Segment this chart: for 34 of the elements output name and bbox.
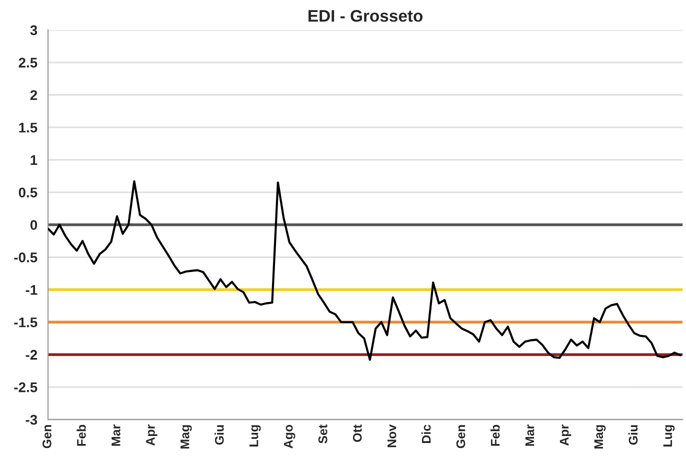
y-tick-label: -0.5 xyxy=(14,252,38,262)
y-tick-label: -2 xyxy=(26,350,38,360)
y-tick-label: 3 xyxy=(30,25,38,36)
x-tick-label: Apr xyxy=(146,424,158,446)
x-tick-label: Nov xyxy=(388,424,396,448)
x-tick-label: Lug xyxy=(663,425,675,446)
x-tick-label: Mag xyxy=(594,425,606,449)
y-tick-label: 2 xyxy=(30,90,38,100)
x-tick-label: Mar xyxy=(112,424,120,446)
y-tick-label: 0.5 xyxy=(18,188,38,198)
y-tick-label: 2.5 xyxy=(18,58,38,68)
x-tick-label: Apr xyxy=(560,424,572,446)
x-tick-label: Feb xyxy=(76,424,86,446)
line-series xyxy=(48,180,682,361)
y-tick-label: 1.5 xyxy=(19,122,38,133)
y-tick-label: 0 xyxy=(30,220,38,230)
x-tick-label: Mar xyxy=(525,424,534,446)
x-tick-label: Giu xyxy=(628,425,638,445)
x-tick-label: Giu xyxy=(214,425,224,445)
x-tick-label: Gen xyxy=(42,425,52,448)
x-tick-label: Lug xyxy=(250,425,261,446)
y-tick-label: -1.5 xyxy=(14,318,38,328)
x-tick-label: Mag xyxy=(180,425,192,449)
x-tick-label: Dic xyxy=(422,424,431,443)
chart-title: EDI - Grosseto xyxy=(308,10,423,22)
y-tick-label: 1 xyxy=(30,155,38,165)
y-tick-label: -2.5 xyxy=(14,382,38,392)
y-tick-label: -3 xyxy=(26,414,38,425)
x-tick-label: Feb xyxy=(490,424,500,446)
y-tick-label: -1 xyxy=(26,285,38,295)
x-tick-label: Gen xyxy=(456,425,466,448)
x-tick-label: Ago xyxy=(284,424,296,448)
x-tick-label: Ott xyxy=(352,424,362,442)
x-tick-label: Set xyxy=(318,424,328,444)
